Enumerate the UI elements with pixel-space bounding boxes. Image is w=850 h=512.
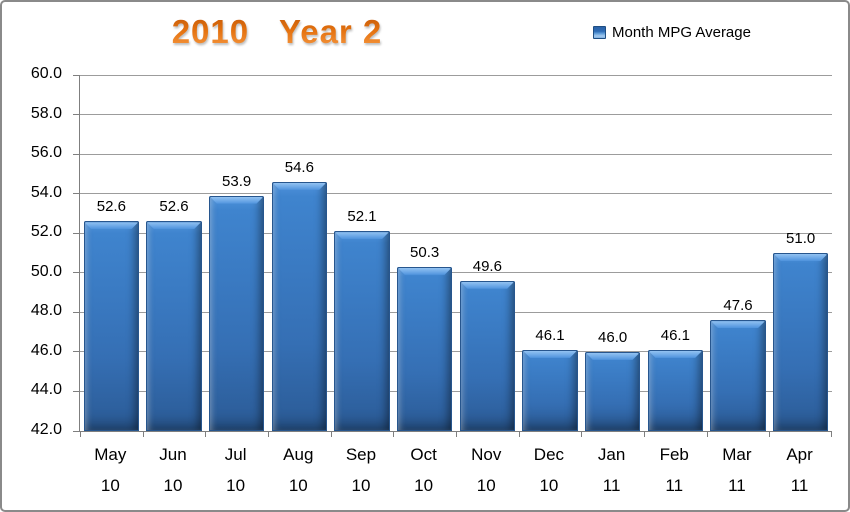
gridline (80, 74, 832, 76)
y-axis-tickmark (73, 311, 79, 313)
y-axis-tickmark (73, 272, 79, 274)
legend: Month MPG Average (593, 24, 751, 41)
bar-value-label: 52.1 (347, 208, 377, 226)
x-axis-tickmark (142, 432, 144, 437)
y-axis-labels: 60.0 58.0 56.0 54.0 52.0 50.0 48.0 46.0 44.0 42.0 (2, 65, 62, 438)
bar-mar-11[interactable] (710, 320, 766, 431)
bar-value-label: 52.6 (159, 198, 189, 216)
y-axis-tickmark (73, 74, 79, 76)
x-axis-category-label: Feb 11 (659, 445, 689, 495)
x-axis-category-label: Sep 10 (345, 445, 377, 495)
x-axis-tickmark (205, 432, 207, 437)
y-axis-tickmark (73, 390, 79, 392)
bar-value-label: 53.9 (222, 172, 252, 190)
y-axis-tickmark (73, 232, 79, 234)
bar-value-label: 46.0 (598, 328, 628, 346)
x-axis-category-label: Jul 10 (224, 445, 247, 495)
y-axis-tickmark (73, 153, 79, 155)
y-axis-tick-label: 56.0 (30, 144, 62, 162)
x-axis-tickmark (831, 432, 832, 437)
x-axis-category-label: May 10 (94, 445, 127, 495)
x-axis-labels: May 10 Jun 10 Jul 10 Aug 10 Sep 10 Oct 10 Nov 10 Dec 10… (79, 443, 831, 497)
y-axis-tick-label: 54.0 (30, 183, 62, 201)
x-axis-tickmark (80, 432, 81, 437)
bar-value-label: 52.6 (96, 198, 126, 216)
bar-dec-10[interactable] (522, 349, 578, 431)
x-axis-tickmark (644, 432, 645, 437)
x-axis-tickmark (518, 432, 520, 437)
bar-feb-11[interactable] (647, 349, 704, 431)
y-axis-tick-label: 48.0 (30, 302, 62, 320)
bar-value-label: 47.6 (723, 297, 753, 315)
x-axis-category-label: Jun 10 (159, 445, 187, 495)
y-axis-tick-label: 60.0 (30, 65, 62, 82)
bar-jan-11[interactable] (584, 351, 641, 431)
bar-may-10[interactable] (83, 221, 140, 431)
legend-series-label: Month MPG Average (612, 24, 751, 41)
x-axis-tickmark (330, 432, 332, 437)
x-axis-category-label: Apr 11 (786, 445, 813, 495)
gridline (80, 232, 832, 234)
x-axis-category-label: Oct 10 (410, 445, 437, 495)
x-axis-tickmark (769, 432, 771, 437)
bar-apr-11[interactable] (772, 253, 829, 431)
y-axis-tickmark (73, 351, 79, 353)
x-axis-category-label: Jan 11 (597, 445, 626, 495)
x-axis-tickmark (706, 432, 708, 437)
x-axis-tickmark (393, 432, 395, 437)
bar-value-label: 54.6 (284, 158, 314, 176)
y-axis-tick-label: 50.0 (30, 262, 62, 280)
gridline (80, 351, 832, 353)
chart-title: 2010 Year 2 (2, 13, 552, 51)
x-axis-category-label: Mar 11 (722, 445, 752, 495)
bar-value-label: 51.0 (786, 230, 816, 247)
plot-area: 52.6 52.6 53.9 54.6 52.1 50.3 49.6 46.1 46.0 46.1… (73, 74, 832, 437)
bar-aug-10[interactable] (271, 181, 328, 431)
x-axis-category-label: Aug 10 (283, 445, 314, 495)
bar-value-label: 46.1 (535, 326, 565, 344)
gridline (80, 114, 832, 116)
x-axis-category-label: Dec 10 (533, 445, 565, 495)
y-axis-tick-label: 42.0 (30, 421, 62, 438)
legend-series-marker-icon (593, 26, 606, 39)
gridline (80, 153, 832, 155)
y-axis-tick-label: 44.0 (30, 381, 62, 399)
gridline (80, 272, 832, 274)
y-axis-tickmark (73, 193, 79, 195)
y-axis-tickmark (73, 114, 79, 116)
y-axis-tickmark (73, 430, 79, 432)
bar-oct-10[interactable] (396, 266, 453, 431)
gridline (80, 390, 832, 392)
gridline (80, 311, 832, 313)
y-axis-tick-label: 52.0 (30, 223, 62, 241)
bar-value-label: 49.6 (472, 257, 502, 275)
bar-nov-10[interactable] (459, 280, 516, 431)
x-axis-tickmark (456, 432, 457, 437)
bar-jun-10[interactable] (146, 221, 202, 431)
y-axis-tick-label: 46.0 (30, 341, 62, 359)
x-axis-tickmark (581, 432, 583, 437)
bar-sep-10[interactable] (334, 231, 390, 431)
bar-jul-10[interactable] (208, 195, 265, 431)
x-axis-tickmark (268, 432, 269, 437)
x-axis-category-label: Nov 10 (471, 445, 502, 495)
y-axis-tick-label: 58.0 (30, 104, 62, 122)
bar-value-label: 50.3 (410, 243, 440, 261)
gridline (80, 193, 832, 195)
bar-value-label: 46.1 (660, 326, 690, 344)
